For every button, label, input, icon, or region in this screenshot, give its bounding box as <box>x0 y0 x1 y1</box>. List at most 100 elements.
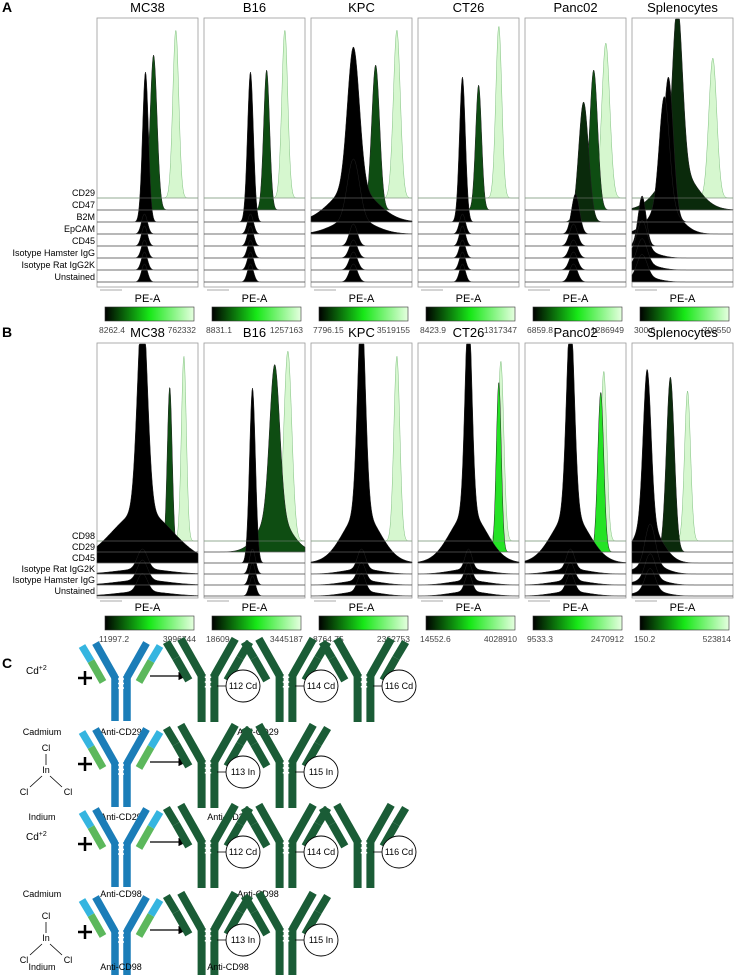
axis-label: PE-A <box>563 293 589 305</box>
scale-max: 523814 <box>703 634 732 644</box>
sample-title: B16 <box>243 0 266 15</box>
plus-sign <box>78 671 92 685</box>
antibody-chain <box>147 730 164 749</box>
antibody-chain <box>177 636 206 678</box>
row-label: Unstained <box>54 586 95 596</box>
sample-title: CT26 <box>453 325 485 340</box>
histogram <box>524 343 627 564</box>
metal-charge: +2 <box>39 665 47 672</box>
scale-max: 1317347 <box>484 325 517 335</box>
antibody-chain <box>240 805 258 827</box>
color-scale <box>104 615 195 631</box>
bond <box>49 775 63 788</box>
antibody-chain <box>92 895 119 934</box>
metal-tag <box>225 923 261 957</box>
antibody-chain <box>288 722 317 764</box>
isotope: 114 Cd <box>307 681 335 691</box>
row-label: B2M <box>76 212 95 222</box>
metal-tag <box>225 835 261 869</box>
histogram <box>417 343 520 564</box>
histogram <box>96 559 199 586</box>
metal-tag <box>225 755 261 789</box>
antibody-chain <box>333 636 362 678</box>
reagent-label: Anti-CD98 <box>100 889 142 899</box>
metal-tag <box>303 669 339 703</box>
scale-min: 18609 <box>206 634 230 644</box>
scale-min: 6859.8 <box>527 325 553 335</box>
row-label: CD29 <box>72 188 95 198</box>
antibody-chain <box>250 742 271 769</box>
antibody-chain <box>162 893 180 915</box>
bond <box>49 943 63 956</box>
histogram <box>310 158 413 235</box>
scale-max: 3445187 <box>270 634 303 644</box>
scale-max: 1286949 <box>591 325 624 335</box>
ligand: Cl <box>42 743 51 753</box>
scale-min: 11997.2 <box>99 634 129 644</box>
color-scale <box>318 615 409 631</box>
color-scale <box>425 306 516 322</box>
antibody-chain <box>147 898 164 917</box>
color-scale <box>211 615 302 631</box>
axis-label: PE-A <box>456 602 482 614</box>
antibody-chain <box>92 641 119 680</box>
antibody <box>78 895 164 975</box>
axis-label: PE-A <box>349 293 375 305</box>
isotope: 113 In <box>231 767 255 777</box>
antibody-chain <box>318 639 336 661</box>
antibody-chain <box>78 898 95 917</box>
sample-title: KPC <box>348 0 375 15</box>
sample-title: CT26 <box>453 0 485 15</box>
scale-max: 4028910 <box>484 634 517 644</box>
antibody <box>78 727 164 807</box>
antibody-chain <box>328 822 349 849</box>
histogram <box>310 548 413 575</box>
antibody-chain <box>328 656 349 683</box>
plus-sign <box>78 925 92 939</box>
antibody-chain <box>172 822 193 849</box>
element-name: Indium <box>28 812 55 822</box>
antibody-chain <box>162 725 180 747</box>
scale-max: 700550 <box>703 325 732 335</box>
product-label: Anti-CD29 <box>237 727 279 737</box>
row-label: Isotype Rat IgG2K <box>21 260 95 270</box>
antibody-chain <box>333 802 362 844</box>
antibody-chain <box>288 802 317 844</box>
antibody <box>240 890 332 977</box>
metal: Cd+2 <box>26 665 47 677</box>
antibody-chain <box>123 807 150 846</box>
antibody-chain <box>210 802 239 844</box>
antibody-chain <box>255 722 284 764</box>
metal-symbol: Cd <box>26 832 39 843</box>
metal-symbol: Cd <box>26 666 39 677</box>
plus-sign <box>78 837 92 851</box>
antibody-chain <box>78 730 95 749</box>
scale-min: 14552.6 <box>420 634 451 644</box>
antibody-chain <box>162 639 180 661</box>
histogram <box>417 548 520 575</box>
sample-title: Splenocytes <box>647 0 718 15</box>
histogram <box>524 548 626 575</box>
row-label: Isotype Hamster IgG <box>12 248 95 258</box>
row-label: CD29 <box>72 542 95 552</box>
ligand: Cl <box>64 787 73 797</box>
antibody-chain <box>210 890 239 932</box>
antibody-chain <box>255 890 284 932</box>
row-label: Isotype Hamster IgG <box>12 575 95 585</box>
scale-max: 2362753 <box>377 634 410 644</box>
antibody-chain <box>240 725 258 747</box>
antibody-chain <box>250 822 271 849</box>
antibody-chain <box>240 639 258 661</box>
metal: Cd+2 <box>26 831 47 843</box>
metal-tag <box>303 755 339 789</box>
panel-label: A <box>2 0 12 15</box>
scale-min: 8764.75 <box>313 634 344 644</box>
axis-label: PE-A <box>670 293 696 305</box>
antibody-chain <box>135 745 155 770</box>
row-label: Unstained <box>54 272 95 282</box>
antibody <box>78 641 164 721</box>
scale-min: 8262.4 <box>99 325 125 335</box>
antibody-chain <box>172 910 193 937</box>
scale-max: 762332 <box>168 325 197 335</box>
sample-title: B16 <box>243 325 266 340</box>
